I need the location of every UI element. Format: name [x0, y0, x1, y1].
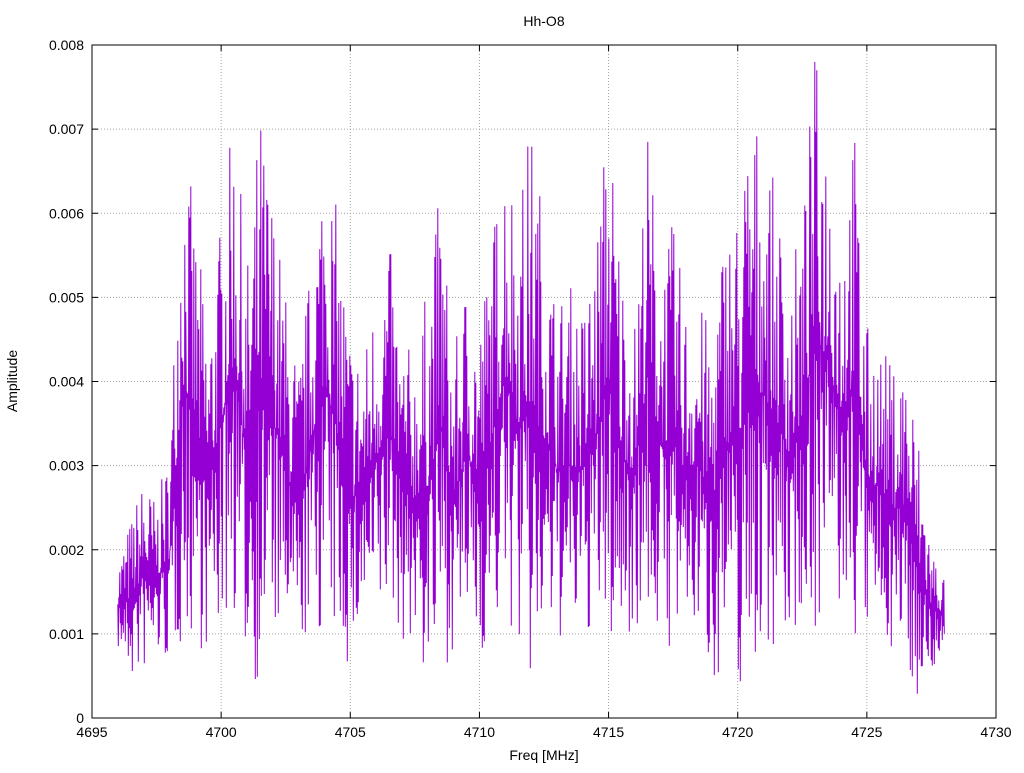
x-tick-label: 4705: [335, 724, 366, 740]
x-tick-label: 4720: [722, 724, 753, 740]
y-tick-label: 0: [76, 710, 84, 726]
y-tick-label: 0.004: [49, 374, 84, 390]
y-tick-label: 0.005: [49, 289, 84, 305]
y-tick-labels: 0 0.001 0.002 0.003 0.004 0.005 0.006 0.007 0.00…: [49, 37, 84, 726]
series-line: [117, 61, 945, 694]
x-tick-label: 4710: [464, 724, 495, 740]
y-tick-label: 0.008: [49, 37, 84, 53]
chart-title: Hh-O8: [523, 13, 564, 29]
x-tick-label: 4730: [980, 724, 1011, 740]
x-axis-label: Freq [MHz]: [509, 747, 578, 763]
y-tick-label: 0.003: [49, 458, 84, 474]
x-tick-label: 4725: [851, 724, 882, 740]
y-tick-label: 0.007: [49, 121, 84, 137]
trace-layer: [117, 61, 945, 694]
tick-layer: [91, 44, 997, 719]
y-tick-label: 0.001: [49, 626, 84, 642]
y-tick-label: 0.006: [49, 205, 84, 221]
x-tick-label: 4715: [593, 724, 624, 740]
x-tick-labels: 4695 4700 4705 4710 4715 4720 4725 4730: [76, 724, 1011, 740]
y-axis-label: Amplitude: [4, 350, 20, 412]
x-tick-label: 4695: [76, 724, 107, 740]
y-tick-label: 0.002: [49, 542, 84, 558]
x-tick-label: 4700: [206, 724, 237, 740]
